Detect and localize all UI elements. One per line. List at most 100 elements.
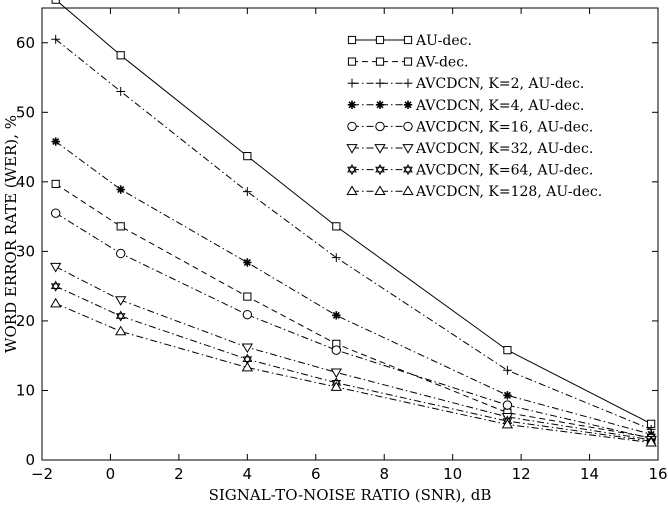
data-point [330,368,342,379]
data-point [50,297,62,308]
series-line [55,303,652,444]
y-axis-title: WORD ERROR RATE (WER), % [2,115,20,353]
legend-marker [403,121,413,132]
x-tick-label: 8 [379,465,389,483]
series-1 [51,179,656,442]
data-point [51,137,60,146]
legend-marker [375,35,385,45]
legend-marker [375,78,385,88]
data-point [242,187,252,196]
legend-item-5: AVCDCN, K=32, AU-dec. [346,141,593,157]
data-point [243,152,252,161]
legend-item-6: AVCDCN, K=64, AU-dec. [347,163,593,179]
data-point [503,391,512,400]
legend-label: AVCDCN, K=64, AU-dec. [415,163,593,179]
legend-marker [347,121,357,132]
x-tick-label: 12 [512,465,531,483]
legend-marker [375,163,385,176]
x-tick-label: 10 [443,465,462,483]
legend-marker [347,57,357,66]
data-point [503,346,512,355]
data-point [50,262,62,273]
series-line [55,285,652,442]
legend-label: AVCDCN, K=16, AU-dec. [415,119,593,135]
series-5 [50,262,657,446]
series-line [55,141,652,435]
legend-marker [402,144,414,154]
data-point [116,248,126,259]
legend-marker [346,185,358,196]
data-series [50,0,657,447]
series-line [55,0,652,425]
legend-label: AVCDCN, K=128, AU-dec. [415,184,602,200]
series-6 [50,280,657,447]
y-tick-label: 60 [16,34,35,52]
x-tick-label: 0 [106,465,116,483]
series-4 [50,208,656,444]
legend-marker [347,100,357,109]
data-point [51,0,60,4]
x-tick-label: 14 [580,465,599,483]
data-point [331,345,342,355]
y-tick-label: 0 [25,451,35,469]
legend-marker [375,121,385,132]
data-point [501,418,514,429]
series-line [55,183,652,439]
plot-frame [41,7,659,461]
y-tick-label: 20 [16,312,35,330]
data-point [503,365,512,375]
y-tick-label: 40 [16,173,35,191]
legend-item-3: AVCDCN, K=4, AU-dec. [347,98,584,114]
legend: AU-dec. AV-dec. AVCDCN, K=2, AU-dec. AVCDCN… [346,33,602,200]
data-point [645,436,657,447]
x-tick-label: 6 [311,465,321,483]
legend-marker [403,78,413,88]
series-3 [51,137,656,439]
series-line [55,266,652,441]
data-point [51,179,60,189]
legend-label: AVCDCN, K=4, AU-dec. [415,98,584,114]
data-point [115,310,126,322]
data-point [50,208,61,218]
legend-label: AU-dec. [415,33,472,49]
data-point [243,258,252,267]
data-point [243,292,252,301]
data-point [330,381,342,391]
legend-marker [374,185,386,196]
legend-marker [402,185,414,196]
x-tick-label: 2 [174,465,184,483]
data-point [116,185,125,194]
legend-label: AV-dec. [415,55,469,71]
legend-item-0: AU-dec. [347,33,472,49]
legend-item-4: AVCDCN, K=16, AU-dec. [347,119,593,135]
x-tick-label: 16 [648,465,667,483]
y-tick-label: 50 [16,103,35,121]
legend-marker [375,57,385,66]
series-line [55,212,652,439]
data-point [241,361,254,372]
data-point [242,353,253,365]
data-point [116,222,125,231]
legend-item-7: AVCDCN, K=128, AU-dec. [346,184,602,200]
legend-marker [375,100,385,109]
data-point [115,325,127,336]
legend-marker [403,163,413,176]
data-point [50,280,61,292]
legend-marker [346,144,358,154]
legend-label: AVCDCN, K=2, AU-dec. [415,76,584,92]
data-point [51,34,61,44]
data-point [116,51,125,60]
data-point [241,343,254,354]
y-tick-label: 30 [16,242,35,260]
legend-item-2: AVCDCN, K=2, AU-dec. [347,76,584,92]
x-tick-label: −2 [31,465,53,483]
legend-marker [403,57,413,66]
series-0 [51,0,656,428]
legend-marker [347,163,357,176]
x-tick-label: 4 [243,465,253,483]
data-point [502,400,513,410]
data-point [331,253,341,263]
legend-marker [347,35,357,45]
